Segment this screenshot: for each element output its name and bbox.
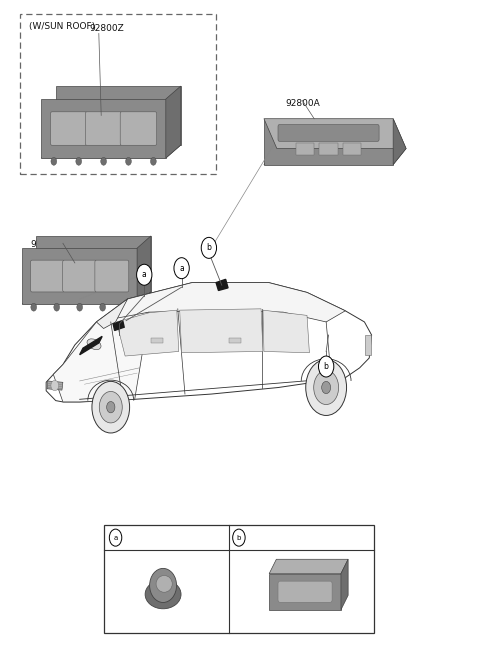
Polygon shape (180, 309, 263, 353)
Polygon shape (393, 119, 406, 165)
Text: 92850R: 92850R (251, 526, 286, 534)
Circle shape (99, 392, 122, 423)
Polygon shape (46, 283, 372, 402)
Polygon shape (113, 321, 124, 330)
Circle shape (76, 158, 82, 166)
FancyBboxPatch shape (31, 260, 64, 292)
Polygon shape (22, 292, 151, 304)
Bar (343, 143, 361, 156)
Polygon shape (264, 119, 406, 148)
Text: (W/SUN ROOF): (W/SUN ROOF) (29, 22, 96, 31)
Bar (296, 143, 314, 156)
FancyBboxPatch shape (50, 112, 87, 145)
FancyBboxPatch shape (63, 260, 96, 292)
Circle shape (201, 237, 216, 258)
Circle shape (31, 304, 36, 311)
Polygon shape (36, 236, 151, 292)
Circle shape (322, 381, 331, 394)
Polygon shape (47, 381, 63, 390)
Text: 92890A: 92890A (128, 533, 162, 542)
Circle shape (107, 401, 115, 413)
Circle shape (101, 158, 107, 166)
FancyBboxPatch shape (278, 125, 379, 141)
Circle shape (100, 304, 106, 311)
Polygon shape (96, 299, 128, 328)
Circle shape (126, 158, 132, 166)
Bar (20, 14, 216, 174)
Polygon shape (53, 312, 149, 402)
Text: b: b (206, 243, 211, 252)
Circle shape (306, 359, 347, 415)
FancyBboxPatch shape (85, 112, 122, 145)
Polygon shape (264, 119, 393, 165)
Polygon shape (80, 336, 102, 355)
Circle shape (137, 264, 152, 285)
Bar (104, 525, 374, 633)
Polygon shape (216, 279, 228, 290)
Text: 92800Z: 92800Z (89, 24, 124, 34)
Circle shape (123, 304, 129, 311)
Polygon shape (269, 559, 348, 574)
FancyBboxPatch shape (95, 260, 129, 292)
Circle shape (319, 356, 334, 377)
Polygon shape (41, 145, 181, 158)
Circle shape (77, 304, 83, 311)
Ellipse shape (150, 568, 177, 602)
Bar (152, 338, 163, 343)
Text: 92850L: 92850L (251, 536, 285, 545)
Circle shape (51, 158, 57, 166)
Ellipse shape (156, 576, 172, 592)
Polygon shape (104, 283, 345, 328)
Bar (229, 338, 241, 343)
Circle shape (92, 381, 130, 433)
Ellipse shape (145, 580, 181, 609)
Polygon shape (22, 248, 137, 304)
Text: a: a (142, 270, 147, 279)
Text: a: a (113, 535, 118, 541)
Text: 92800A: 92800A (286, 99, 320, 108)
Polygon shape (117, 310, 179, 356)
FancyBboxPatch shape (120, 112, 156, 145)
Circle shape (109, 529, 122, 546)
Bar (365, 335, 371, 355)
Text: b: b (324, 362, 329, 371)
Polygon shape (263, 310, 310, 353)
Text: a: a (179, 263, 184, 273)
Circle shape (151, 158, 156, 166)
Polygon shape (56, 86, 181, 145)
Polygon shape (269, 574, 341, 610)
Ellipse shape (87, 339, 101, 350)
Circle shape (233, 529, 245, 546)
Text: b: b (237, 535, 241, 541)
FancyBboxPatch shape (278, 581, 332, 602)
Polygon shape (264, 148, 406, 165)
Circle shape (51, 380, 59, 391)
Polygon shape (166, 86, 181, 158)
Bar (320, 143, 337, 156)
Polygon shape (41, 99, 166, 158)
Circle shape (314, 371, 338, 405)
Circle shape (174, 258, 189, 279)
Text: 92800Z: 92800Z (30, 240, 65, 249)
Polygon shape (137, 236, 151, 304)
Circle shape (54, 304, 60, 311)
Polygon shape (341, 559, 348, 610)
